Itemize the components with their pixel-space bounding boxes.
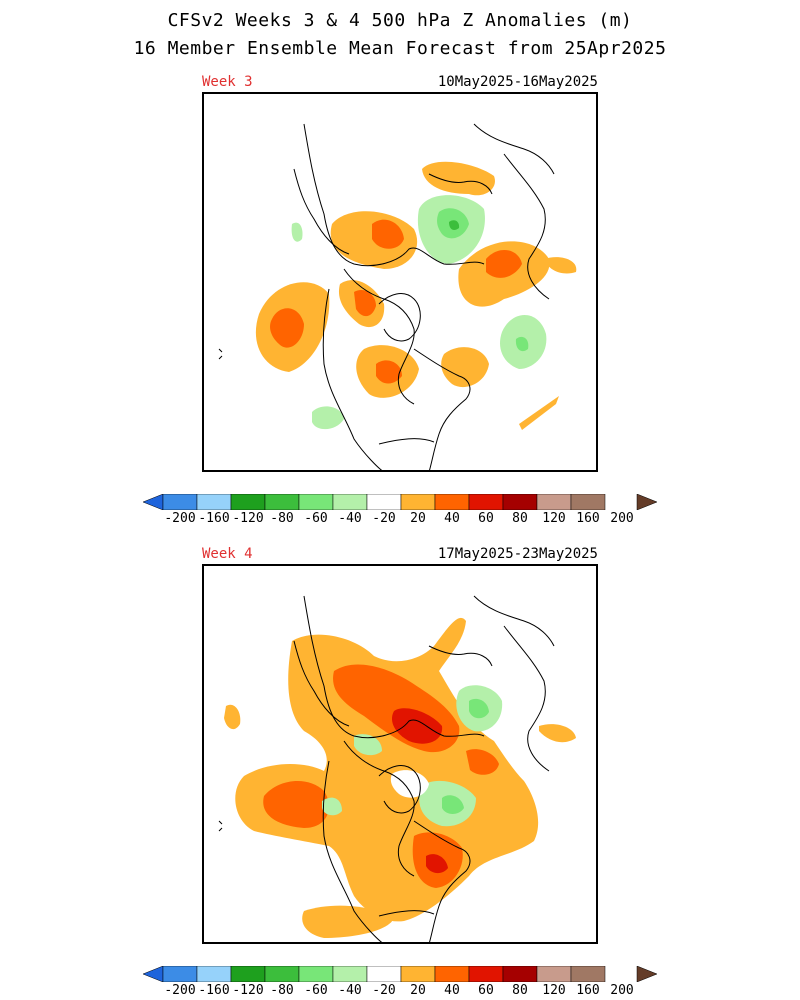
- tick-label: -80: [270, 983, 294, 998]
- week3-colorbar: [143, 494, 657, 510]
- colorbar-segment: [332, 966, 368, 982]
- tick-label: 40: [444, 511, 460, 526]
- colorbar-segment: [196, 494, 232, 510]
- tick-label: 60: [478, 511, 494, 526]
- tick-label: 40: [444, 983, 460, 998]
- week3-colorbar-ticks: -200 -160 -120 -80 -60 -40 -20 20 40 60 …: [0, 511, 800, 527]
- week4-colorbar-ticks: -200 -160 -120 -80 -60 -40 -20 20 40 60 …: [0, 983, 800, 999]
- colorbar-segment: [264, 494, 300, 510]
- week4-anomaly-map: [218, 595, 576, 942]
- colorbar-segment: [502, 494, 538, 510]
- colorbar-end-left: [143, 966, 164, 982]
- week4-date-range: 17May2025-23May2025: [437, 546, 598, 562]
- colorbar-segment: [536, 494, 572, 510]
- colorbar-segment: [468, 966, 504, 982]
- week3-date-range: 10May2025-16May2025: [437, 74, 598, 90]
- colorbar-segment: [162, 494, 198, 510]
- week4-label: Week 4: [202, 546, 253, 562]
- colorbar-segment: [502, 966, 538, 982]
- week3-map: [202, 92, 598, 472]
- chart-subtitle: 16 Member Ensemble Mean Forecast from 25…: [133, 38, 667, 59]
- colorbar-segment: [536, 966, 572, 982]
- colorbar-segment: [400, 494, 436, 510]
- colorbar-end-left: [143, 494, 164, 510]
- tick-label: -120: [232, 983, 264, 998]
- tick-label: 200: [610, 983, 634, 998]
- tick-label: -40: [338, 983, 362, 998]
- colorbar-end-right: [636, 966, 657, 982]
- tick-label: 20: [410, 983, 426, 998]
- tick-label: -200: [164, 511, 196, 526]
- colorbar-segment: [230, 966, 266, 982]
- colorbar-segment: [570, 966, 606, 982]
- tick-label: 80: [512, 983, 528, 998]
- tick-label: 160: [576, 983, 600, 998]
- colorbar-segment: [298, 494, 334, 510]
- tick-label: -20: [372, 511, 396, 526]
- tick-label: 60: [478, 983, 494, 998]
- colorbar-segment: [468, 494, 504, 510]
- tick-label: -60: [304, 983, 328, 998]
- tick-label: 160: [576, 511, 600, 526]
- colorbar-segment: [298, 966, 334, 982]
- colorbar-segment: [196, 966, 232, 982]
- tick-label: -120: [232, 511, 264, 526]
- colorbar-segment: [332, 494, 368, 510]
- colorbar-segment: [366, 966, 402, 982]
- colorbar-segment: [570, 494, 606, 510]
- colorbar-segment: [230, 494, 266, 510]
- chart-title: CFSv2 Weeks 3 & 4 500 hPa Z Anomalies (m…: [167, 10, 633, 31]
- week4-colorbar: [143, 966, 657, 982]
- tick-label: 120: [542, 511, 566, 526]
- colorbar-segment: [434, 494, 470, 510]
- colorbar-segment: [264, 966, 300, 982]
- week4-map: [202, 564, 598, 944]
- tick-label: -80: [270, 511, 294, 526]
- colorbar-end-right: [636, 494, 657, 510]
- tick-label: 80: [512, 511, 528, 526]
- tick-label: -200: [164, 983, 196, 998]
- colorbar-segment: [434, 966, 470, 982]
- colorbar-segment: [162, 966, 198, 982]
- tick-label: 120: [542, 983, 566, 998]
- tick-label: -160: [198, 511, 230, 526]
- colorbar-segment: [366, 494, 402, 510]
- colorbar-segment: [400, 966, 436, 982]
- tick-label: -160: [198, 983, 230, 998]
- tick-label: -40: [338, 511, 362, 526]
- tick-label: -20: [372, 983, 396, 998]
- tick-label: -60: [304, 511, 328, 526]
- tick-label: 20: [410, 511, 426, 526]
- week3-anomaly-map: [218, 123, 577, 470]
- week3-label: Week 3: [202, 74, 253, 90]
- tick-label: 200: [610, 511, 634, 526]
